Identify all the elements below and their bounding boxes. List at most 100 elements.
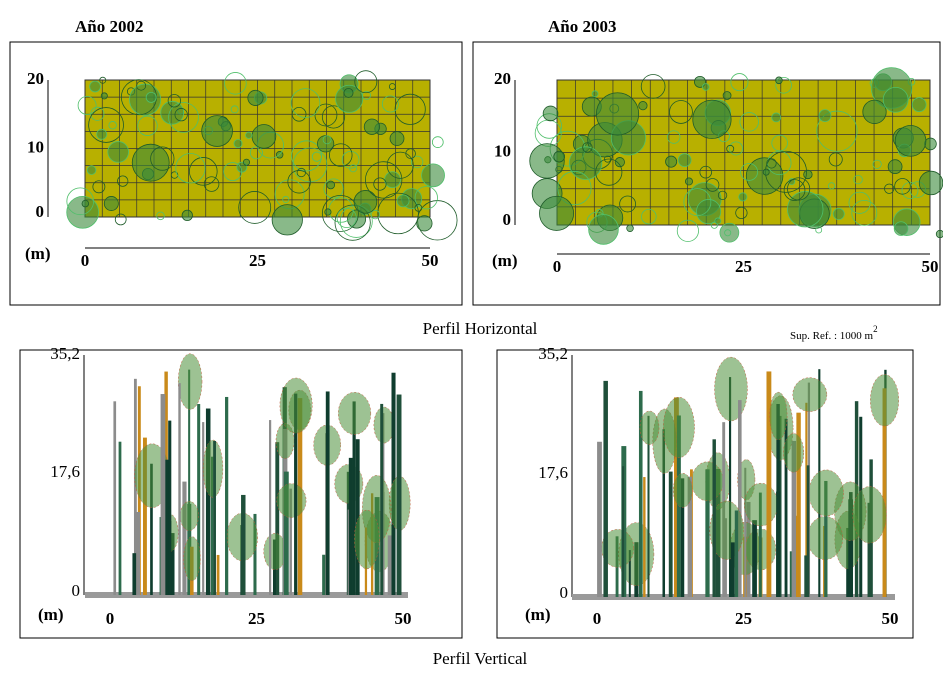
tree-crown <box>279 377 313 434</box>
reference-text: Sup. Ref. : 1000 m <box>790 330 874 342</box>
tree-stem <box>380 403 384 595</box>
tree-stem <box>322 554 327 595</box>
tree-stem <box>603 380 608 597</box>
tree-crown <box>762 168 770 176</box>
tree-crown <box>828 182 836 190</box>
tree-stem <box>294 393 298 595</box>
tree-stem <box>882 388 887 597</box>
tree-stem <box>643 477 646 597</box>
tree-crown <box>223 162 243 182</box>
tree-crown <box>669 100 693 124</box>
tree-stem <box>687 476 693 597</box>
x-tick-label: 0 <box>81 251 90 270</box>
tree-crown <box>388 83 396 90</box>
y-tick-label: 20 <box>494 69 511 88</box>
tree-crown <box>389 131 405 146</box>
tree-crown <box>354 70 378 94</box>
tree-crown <box>353 190 378 214</box>
tree-crown <box>862 99 887 124</box>
tree-crown <box>179 500 199 531</box>
tree-stem <box>210 456 214 595</box>
tree-crown <box>724 229 732 237</box>
tree-crown <box>386 151 414 179</box>
tree-stem <box>253 513 257 595</box>
tree-crown <box>282 195 290 203</box>
tree-crown <box>557 171 592 206</box>
x-tick-label: 25 <box>735 609 752 628</box>
x-tick-label: 25 <box>735 257 752 276</box>
tree-crown <box>848 191 871 214</box>
tree-crown <box>181 209 193 222</box>
tree-crown <box>365 161 403 199</box>
tree-crown <box>242 158 251 166</box>
tree-stem <box>202 422 205 595</box>
tree-crown <box>726 144 735 153</box>
tree-crown <box>641 208 657 225</box>
tree-crown <box>414 186 438 210</box>
tree-crown <box>705 178 720 192</box>
tree-crown <box>183 536 201 582</box>
tree-stem <box>136 511 141 595</box>
tree-crown <box>815 226 823 234</box>
tree-crown <box>851 199 878 226</box>
tree-stem <box>776 403 780 597</box>
tree-stem <box>269 420 272 595</box>
tree-crown <box>145 91 157 103</box>
tree-crown <box>251 124 277 149</box>
tree-crown <box>722 91 732 100</box>
tree-crown <box>88 107 124 143</box>
tree-crown <box>349 164 358 173</box>
tree-crown <box>114 213 127 226</box>
tree-crown <box>872 159 882 169</box>
section-title: Perfil Horizontal <box>423 319 538 338</box>
tree-crown <box>730 73 749 92</box>
tree-crown <box>100 92 108 100</box>
panel-frame <box>472 41 941 306</box>
tree-crown <box>588 214 619 245</box>
x-tick-label: 50 <box>422 251 439 270</box>
tree-crown <box>188 157 218 186</box>
tree-stem <box>283 471 289 595</box>
tree-crown <box>783 179 806 201</box>
tree-crown <box>887 159 903 175</box>
tree-stem <box>168 420 172 595</box>
tree-crown <box>870 374 900 427</box>
tree-stem <box>113 401 117 595</box>
plan-plot: 20 10 0 0 25 50 (m) <box>492 67 943 276</box>
tree-stem <box>867 502 873 597</box>
unit-label: (m) <box>492 251 517 270</box>
year-label: Año 2002 <box>75 17 143 36</box>
tree-crown <box>336 207 357 228</box>
tree-crown <box>202 439 224 498</box>
tree-crown <box>335 84 364 113</box>
tree-crown <box>832 207 845 220</box>
tree-stem <box>647 415 650 597</box>
tree-crown <box>177 353 203 410</box>
tree-stem <box>160 394 166 595</box>
tree-stem <box>275 442 280 595</box>
tree-crown <box>373 177 387 191</box>
tree-crown <box>582 142 593 153</box>
tree-stem <box>705 469 710 597</box>
tree-crown <box>935 229 943 239</box>
tree-crown <box>131 143 170 182</box>
y-tick-label: 0 <box>36 202 45 221</box>
tree-crown <box>743 482 778 527</box>
panel-frame <box>496 349 914 639</box>
tree-crown <box>735 206 748 220</box>
tree-crown <box>321 194 359 232</box>
tree-stem <box>730 542 735 597</box>
tree-stem <box>728 377 732 597</box>
tree-crown <box>381 95 399 113</box>
tree-stem <box>205 408 211 595</box>
tree-crown <box>901 182 919 200</box>
tree-crown <box>803 169 813 180</box>
tree-crown <box>230 105 239 114</box>
panel-frame <box>9 41 463 306</box>
tree-crown <box>619 195 637 213</box>
x-tick-label: 25 <box>248 609 265 628</box>
tree-crown <box>818 109 832 122</box>
tree-crown <box>672 473 693 508</box>
tree-crown <box>167 94 182 108</box>
tree-stem <box>188 369 191 595</box>
